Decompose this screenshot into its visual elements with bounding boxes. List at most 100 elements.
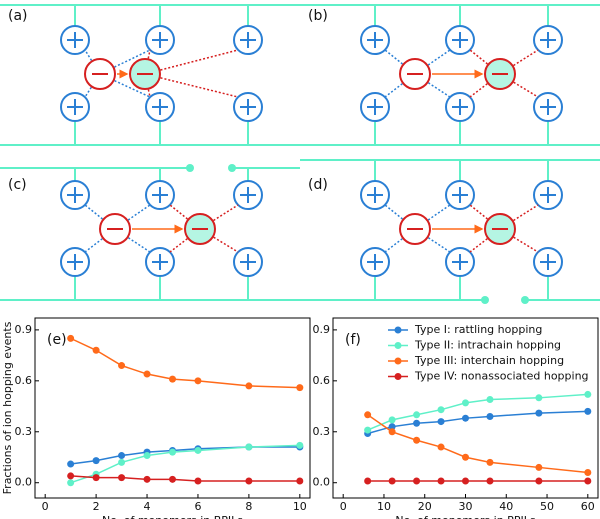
data-point <box>92 457 100 465</box>
data-point <box>486 412 494 420</box>
y-tick-label: 0.0 <box>15 476 33 489</box>
data-point <box>486 396 494 404</box>
y-tick-label: 0.6 <box>313 374 331 387</box>
interaction <box>84 204 116 230</box>
plus-sign <box>540 32 556 48</box>
x-axis-label: No. of monomers in PPILs <box>395 514 535 519</box>
data-point <box>169 448 176 456</box>
data-point <box>584 469 592 477</box>
data-point <box>413 411 421 419</box>
plus-sign <box>67 187 83 203</box>
panel-label: (a) <box>8 8 28 24</box>
data-point <box>462 453 469 461</box>
data-point <box>364 411 372 419</box>
data-point <box>584 390 592 398</box>
plus-sign <box>540 187 556 203</box>
legend-marker <box>394 342 402 349</box>
x-tick-label: 4 <box>144 500 151 513</box>
plus-sign <box>452 99 468 115</box>
chain-end <box>481 296 489 304</box>
x-tick-label: 10 <box>293 500 307 513</box>
data-point <box>437 406 445 414</box>
data-point <box>584 477 592 485</box>
data-point <box>169 375 176 383</box>
data-point <box>413 477 421 485</box>
plus-sign <box>367 254 383 270</box>
x-tick-label: 60 <box>581 500 595 513</box>
plus-sign <box>67 254 83 270</box>
data-point <box>388 423 396 431</box>
data-point <box>535 463 543 471</box>
x-tick-label: 0 <box>340 500 347 513</box>
data-point <box>245 477 253 485</box>
panel-label: (c) <box>8 177 27 193</box>
legend-label: Type IV: nonassociated hopping <box>414 370 589 383</box>
y-tick-label: 0.9 <box>313 323 331 336</box>
plus-sign <box>540 99 556 115</box>
data-point <box>118 362 126 370</box>
interaction <box>499 73 539 98</box>
data-point <box>194 477 202 485</box>
legend-marker <box>394 357 402 365</box>
y-tick-label: 0.3 <box>313 425 331 438</box>
x-tick-label: 40 <box>499 500 513 513</box>
data-point <box>462 399 469 407</box>
data-point <box>118 458 126 466</box>
series-line <box>367 393 588 431</box>
x-tick-label: 20 <box>418 500 432 513</box>
data-point <box>535 477 543 485</box>
y-tick-label: 0.9 <box>15 323 33 336</box>
interaction <box>114 228 151 253</box>
data-point <box>535 394 543 402</box>
interaction <box>469 49 501 75</box>
y-tick-label: 0.3 <box>15 425 33 438</box>
x-tick-label: 6 <box>194 500 201 513</box>
x-tick-label: 2 <box>93 500 100 513</box>
data-point <box>245 443 253 451</box>
diagram-panel: (b) <box>300 4 600 146</box>
series-line <box>70 475 300 482</box>
data-point <box>118 452 126 460</box>
data-point <box>413 419 421 427</box>
data-point <box>92 346 100 354</box>
interaction <box>469 204 501 230</box>
chain-end <box>186 164 194 172</box>
interaction <box>499 204 539 230</box>
plus-sign <box>240 32 256 48</box>
panel-label: (e) <box>47 332 67 348</box>
series-line <box>367 410 588 435</box>
plus-sign <box>540 254 556 270</box>
legend-marker <box>394 326 402 334</box>
x-tick-label: 10 <box>377 500 391 513</box>
legend-label: Type II: intrachain hopping <box>414 339 561 352</box>
interaction <box>499 49 539 75</box>
interaction <box>384 49 416 75</box>
data-point <box>296 441 304 449</box>
plus-sign <box>367 187 383 203</box>
data-point <box>388 428 396 436</box>
diagram-panel: (a) <box>0 4 300 146</box>
interaction <box>414 228 451 253</box>
data-point <box>388 477 396 485</box>
x-tick-label: 8 <box>245 500 252 513</box>
interaction <box>144 49 239 75</box>
y-tick-label: 0.6 <box>15 374 33 387</box>
plus-sign <box>152 187 168 203</box>
data-point <box>67 460 75 468</box>
plus-sign <box>240 187 256 203</box>
interaction <box>414 49 451 75</box>
data-point <box>143 452 151 460</box>
data-point <box>413 436 421 444</box>
series-line <box>367 414 588 474</box>
legend-marker <box>394 373 402 380</box>
plus-sign <box>240 254 256 270</box>
data-point <box>67 334 75 342</box>
data-point <box>437 477 445 485</box>
plus-sign <box>152 32 168 48</box>
data-point <box>388 416 396 424</box>
interaction <box>384 204 416 230</box>
interaction <box>169 204 201 230</box>
plot-frame <box>34 317 311 499</box>
panel-label: (b) <box>308 8 328 24</box>
